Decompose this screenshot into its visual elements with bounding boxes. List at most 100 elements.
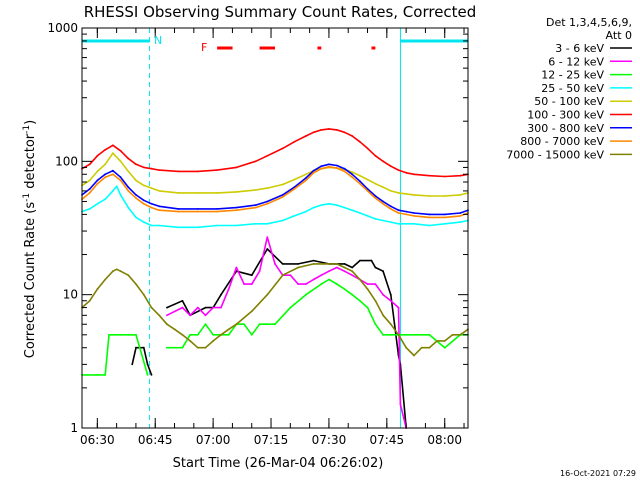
series-5-point-36 xyxy=(443,195,446,197)
series-4-point-9 xyxy=(135,216,137,219)
series-8-point-11 xyxy=(158,209,161,212)
series-3-point-35 xyxy=(374,323,377,326)
series-5-point-20 xyxy=(305,173,307,176)
series-6-point-29 xyxy=(374,154,377,157)
series-8-point-29 xyxy=(374,197,377,200)
axes: 1 10 100 1000 06:30 06:45 07:00 07:15 07:30 07:45… xyxy=(47,21,469,447)
x-tick-label-2: 06:45 xyxy=(138,433,173,447)
series-7-point-15 xyxy=(235,206,238,209)
series-9-point-16 xyxy=(189,340,192,342)
series-5-point-29 xyxy=(374,182,377,185)
legend-entry-8: 800 - 7000 keV xyxy=(520,135,604,148)
series-6-point-26 xyxy=(351,135,354,137)
series-2-point-9 xyxy=(204,314,207,317)
series-9-point-2 xyxy=(88,299,91,302)
series-9-point-23 xyxy=(250,310,253,313)
series-6-point-24 xyxy=(335,129,338,131)
series-3-point-26 xyxy=(289,306,292,309)
series-9-point-29 xyxy=(335,263,338,265)
series-1-point-29 xyxy=(382,270,384,273)
series-2-point-22 xyxy=(305,283,307,285)
series-3-point-8 xyxy=(146,374,149,376)
series-5-point-3 xyxy=(96,170,99,173)
series-3-point-6 xyxy=(127,333,130,336)
series-6-point-19 xyxy=(293,140,296,143)
x-tick-label-3: 07:00 xyxy=(196,433,231,447)
series-4-point-20 xyxy=(293,215,296,217)
series-2-point-32 xyxy=(382,293,384,296)
series-6-point-14 xyxy=(216,169,219,172)
series-9-point-3 xyxy=(96,288,99,290)
series-6-point-32 xyxy=(397,169,400,172)
series-6-point-12 xyxy=(177,170,180,173)
series-6-point-11 xyxy=(158,169,161,172)
series-8-point-14 xyxy=(216,210,219,213)
series-9-point-19 xyxy=(212,340,215,342)
series-3-point-30 xyxy=(335,283,338,285)
series-4-point-2 xyxy=(88,208,91,210)
series-6-point-16 xyxy=(254,160,257,163)
series-9-point-43 xyxy=(443,340,446,342)
series-6-point-18 xyxy=(281,147,284,150)
series-4-point-13 xyxy=(177,226,180,229)
series-3-point-39 xyxy=(413,333,415,336)
series-2-point-20 xyxy=(289,274,292,277)
series-7-point-2 xyxy=(88,188,91,190)
series-4-point-24 xyxy=(328,202,330,205)
series-2-point-27 xyxy=(343,270,346,273)
series-2-point-12 xyxy=(227,288,230,290)
series-4-point-36 xyxy=(428,224,431,227)
series-9-point-24 xyxy=(266,293,269,296)
plot-area xyxy=(82,28,468,428)
x-tick-label-6: 07:45 xyxy=(370,433,405,447)
y-tick-label-3: 100 xyxy=(55,154,78,168)
series-1-point-30 xyxy=(389,293,392,296)
series-3-point-14 xyxy=(189,333,192,336)
series-8-point-17 xyxy=(266,202,269,205)
series-6-point-6 xyxy=(119,149,122,152)
series-9-point-28 xyxy=(328,263,330,265)
series-3-point-36 xyxy=(382,333,384,336)
series-2-point-23 xyxy=(312,278,315,281)
series-9-point-41 xyxy=(428,346,431,349)
series-3-point-12 xyxy=(166,346,168,349)
series-6-point-4 xyxy=(104,148,107,151)
series-9-point-20 xyxy=(220,333,222,336)
series-5-point-35 xyxy=(428,195,431,197)
series-2-point-17 xyxy=(266,236,269,239)
series-8-point-21 xyxy=(312,171,315,174)
series-7-point-25 xyxy=(343,167,346,170)
series-2-point-33 xyxy=(389,299,392,302)
series-9-point-42 xyxy=(436,340,438,342)
series-6-point-31 xyxy=(389,165,392,168)
series-2-point-7 xyxy=(189,314,192,317)
series-8-point-36 xyxy=(443,216,446,219)
series-6-point-34 xyxy=(413,173,415,176)
series-5-point-13 xyxy=(196,192,199,194)
series-4-point-37 xyxy=(443,222,446,225)
series-4-point-14 xyxy=(196,226,199,229)
series-6-point-17 xyxy=(266,154,269,157)
series-2-point-13 xyxy=(235,266,238,269)
series-1-point-28 xyxy=(374,266,377,269)
series-4-point-15 xyxy=(216,224,219,227)
y-axis-label: Corrected Count Rate (s-1 detector-1) xyxy=(22,120,38,358)
series-2-point-5 xyxy=(166,314,168,317)
series-6-point-8 xyxy=(135,163,137,166)
series-lines xyxy=(81,127,469,429)
series-2-point-31 xyxy=(374,283,377,285)
series-4-point-34 xyxy=(405,222,408,225)
y-tick-label-4: 1000 xyxy=(47,21,78,35)
series-5-point-12 xyxy=(177,192,180,194)
series-5-point-7 xyxy=(127,170,130,173)
series-4-point-4 xyxy=(104,198,107,201)
series-9-point-32 xyxy=(359,278,361,281)
series-8-point-35 xyxy=(428,216,431,219)
series-3-point-29 xyxy=(328,278,330,281)
series-4-point-10 xyxy=(142,221,145,224)
series-8-point-8 xyxy=(135,197,137,200)
series-9-point-35 xyxy=(382,314,384,317)
series-8-point-3 xyxy=(96,182,99,185)
